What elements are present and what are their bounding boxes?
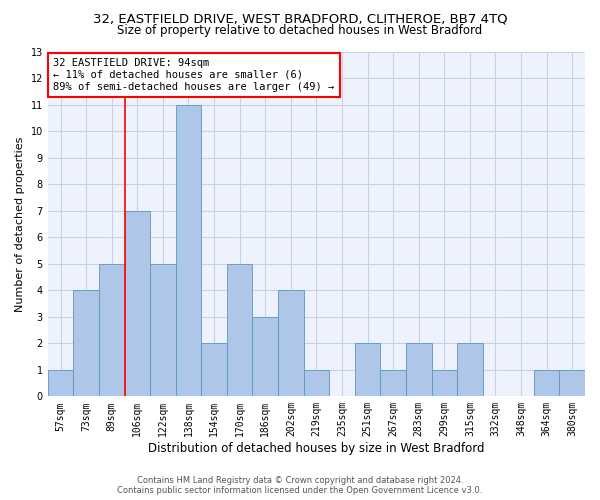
Bar: [48, 370, 73, 396]
Text: Size of property relative to detached houses in West Bradford: Size of property relative to detached ho…: [118, 24, 482, 37]
Text: 32, EASTFIELD DRIVE, WEST BRADFORD, CLITHEROE, BB7 4TQ: 32, EASTFIELD DRIVE, WEST BRADFORD, CLIT…: [92, 12, 508, 26]
Bar: [304, 370, 329, 396]
Bar: [431, 370, 457, 396]
Bar: [253, 317, 278, 396]
Bar: [278, 290, 304, 397]
Bar: [559, 370, 585, 396]
Bar: [176, 104, 201, 397]
Text: Contains HM Land Registry data © Crown copyright and database right 2024.
Contai: Contains HM Land Registry data © Crown c…: [118, 476, 482, 495]
Bar: [227, 264, 253, 396]
Bar: [99, 264, 125, 396]
Bar: [355, 344, 380, 396]
X-axis label: Distribution of detached houses by size in West Bradford: Distribution of detached houses by size …: [148, 442, 485, 455]
Bar: [201, 344, 227, 396]
Bar: [406, 344, 431, 396]
Bar: [380, 370, 406, 396]
Bar: [150, 264, 176, 396]
Text: 32 EASTFIELD DRIVE: 94sqm
← 11% of detached houses are smaller (6)
89% of semi-d: 32 EASTFIELD DRIVE: 94sqm ← 11% of detac…: [53, 58, 334, 92]
Bar: [457, 344, 482, 396]
Bar: [125, 210, 150, 396]
Bar: [73, 290, 99, 397]
Y-axis label: Number of detached properties: Number of detached properties: [15, 136, 25, 312]
Bar: [534, 370, 559, 396]
